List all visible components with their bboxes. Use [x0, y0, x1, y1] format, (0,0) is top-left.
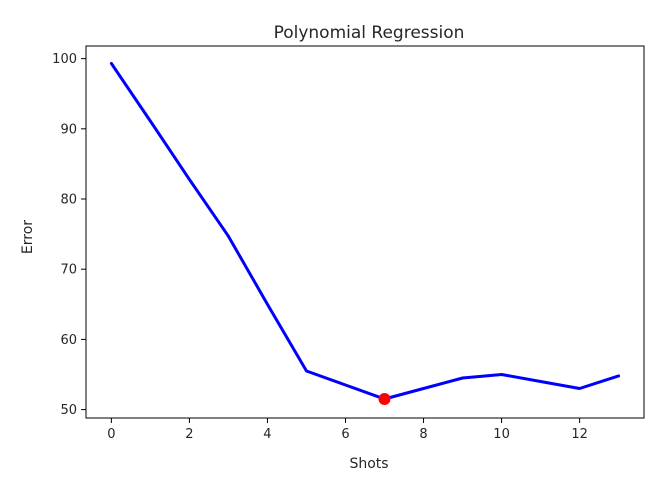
- plot-area: [86, 46, 644, 418]
- x-tick-label: 4: [263, 427, 271, 442]
- x-tick-label: 8: [419, 427, 427, 442]
- y-axis: 50 60 70 80 90 100: [52, 52, 86, 418]
- y-axis-title: Error: [20, 220, 36, 254]
- x-tick-label: 0: [107, 427, 115, 442]
- y-tick-label: 100: [52, 52, 77, 67]
- y-tick-label: 70: [60, 263, 77, 278]
- series-line-0: [109, 62, 621, 401]
- y-tick-label: 50: [60, 403, 77, 418]
- series-layer: [109, 62, 621, 401]
- chart-title: Polynomial Regression: [274, 23, 465, 43]
- y-tick-label: 80: [60, 193, 77, 208]
- x-tick-label: 12: [571, 427, 588, 442]
- y-tick-label: 90: [60, 122, 77, 137]
- x-tick-label: 2: [185, 427, 193, 442]
- plot-frame: [85, 45, 645, 419]
- y-tick-label: 60: [60, 333, 77, 348]
- x-tick-label: 6: [341, 427, 349, 442]
- x-axis-title: Shots: [349, 456, 388, 472]
- highlight-layer: [378, 393, 391, 406]
- x-axis: 0 2 4 6 8 10 12: [107, 418, 588, 442]
- x-tick-label: 10: [493, 427, 510, 442]
- minimum-point-marker: [378, 393, 391, 406]
